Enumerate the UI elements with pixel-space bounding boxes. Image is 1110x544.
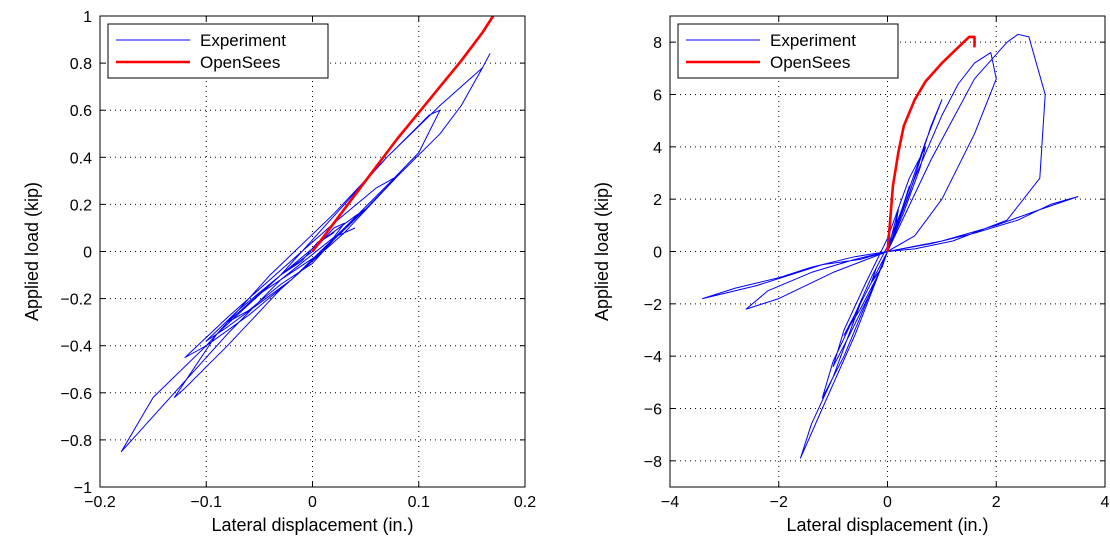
- x-tick-label: 4: [1101, 494, 1110, 511]
- series-line-opensees: [311, 16, 495, 253]
- x-tick-label: 0: [883, 494, 892, 511]
- plot-area: [702, 33, 1079, 459]
- legend-entry: Experiment: [770, 31, 856, 50]
- plot-area: [120, 16, 495, 453]
- y-tick-label: −4: [644, 349, 662, 366]
- legend-box: [107, 23, 329, 79]
- x-tick-label: −0.1: [190, 494, 222, 511]
- legend-entry: OpenSees: [200, 53, 280, 72]
- y-tick-label: 0: [653, 245, 662, 262]
- x-tick-label: −0.2: [84, 494, 116, 511]
- y-tick-label: −0.8: [60, 433, 92, 450]
- x-axis-label: Lateral displacement (in.): [211, 515, 413, 535]
- x-axis-label: Lateral displacement (in.): [786, 515, 988, 535]
- y-tick-label: −0.2: [60, 292, 92, 309]
- legend: Experiment OpenSees: [677, 23, 899, 79]
- y-tick-label: −6: [644, 402, 662, 419]
- y-tick-label: −0.4: [60, 339, 92, 356]
- y-tick-label: 0.8: [70, 56, 92, 73]
- y-axis-label: Applied load (kip): [592, 182, 612, 321]
- y-tick-label: 0.4: [70, 150, 92, 167]
- y-tick-label: 1: [83, 9, 92, 26]
- y-tick-label: 4: [653, 140, 662, 157]
- x-tick-label: −4: [661, 494, 679, 511]
- x-tick-label: 2: [992, 494, 1001, 511]
- left-chart: −0.2 −0.1 0 0.1 0.2 −1 −0.8 −0.6 −0.4 −0.2 0 0.2 0.4…: [22, 9, 536, 535]
- series-line-opensees: [886, 35, 976, 252]
- y-axis-label: Applied load (kip): [22, 182, 42, 321]
- x-tick-label: 0.2: [514, 494, 536, 511]
- legend-entry: OpenSees: [770, 53, 850, 72]
- y-tick-label: 0: [83, 245, 92, 262]
- y-tick-label: 0.2: [70, 197, 92, 214]
- legend-entry: Experiment: [200, 31, 286, 50]
- legend-box: [677, 23, 899, 79]
- y-tick-label: −0.6: [60, 386, 92, 403]
- x-tick-label: 0.1: [408, 494, 430, 511]
- y-tick-label: 0.6: [70, 103, 92, 120]
- y-tick-label: −1: [74, 480, 92, 497]
- x-tick-label: −2: [770, 494, 788, 511]
- x-tick-label: 0: [308, 494, 317, 511]
- y-tick-label: −2: [644, 297, 662, 314]
- right-chart: −4 −2 0 2 4 −8 −6 −4 −2 0 2 4 6 8 Lateral displacement…: [592, 15, 1110, 535]
- y-tick-label: −8: [644, 454, 662, 471]
- y-tick-label: 8: [653, 35, 662, 52]
- legend: Experiment OpenSees: [107, 23, 329, 79]
- y-tick-label: 6: [653, 88, 662, 105]
- y-tick-label: 2: [653, 192, 662, 209]
